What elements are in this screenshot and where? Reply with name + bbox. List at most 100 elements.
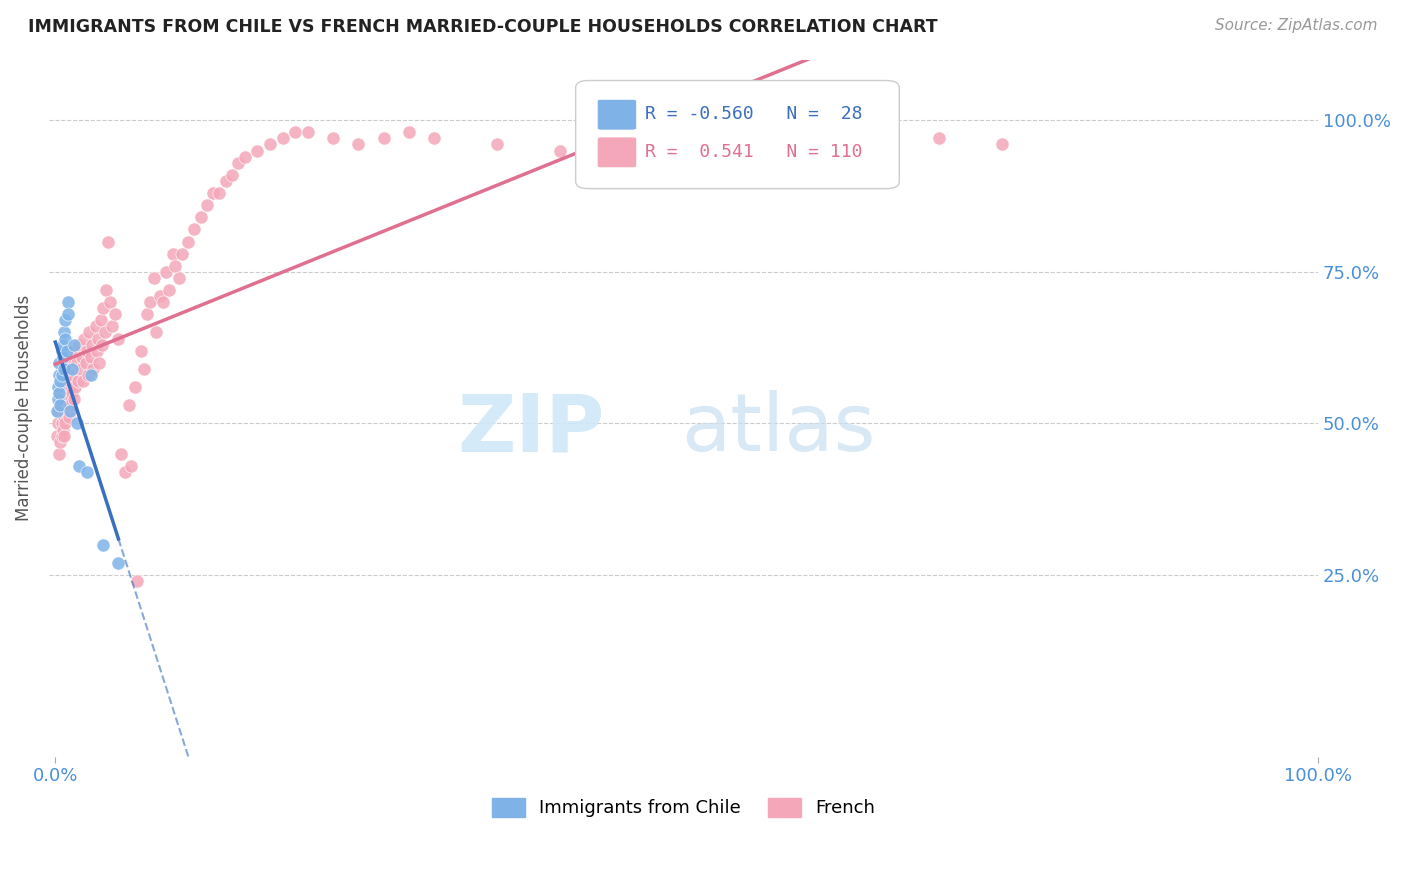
- Point: [77, 368, 100, 382]
- Point: [51, 417, 73, 431]
- Point: [398, 125, 420, 139]
- Point: [928, 131, 950, 145]
- Point: [259, 137, 281, 152]
- Point: [97, 235, 120, 249]
- Point: [63, 392, 86, 407]
- Point: [373, 131, 395, 145]
- Point: [76, 343, 98, 358]
- Point: [52, 337, 75, 351]
- Point: [49, 398, 72, 412]
- Point: [79, 350, 101, 364]
- Point: [46, 380, 69, 394]
- Point: [48, 386, 70, 401]
- Text: IMMIGRANTS FROM CHILE VS FRENCH MARRIED-COUPLE HOUSEHOLDS CORRELATION CHART: IMMIGRANTS FROM CHILE VS FRENCH MARRIED-…: [28, 18, 938, 36]
- Point: [80, 337, 103, 351]
- Point: [93, 326, 115, 340]
- Point: [801, 137, 824, 152]
- Point: [347, 137, 370, 152]
- Point: [73, 332, 96, 346]
- Text: ZIP: ZIP: [457, 390, 605, 468]
- Point: [56, 356, 79, 370]
- Point: [56, 392, 79, 407]
- Point: [613, 131, 636, 145]
- Point: [72, 374, 94, 388]
- Point: [46, 404, 69, 418]
- Point: [53, 380, 76, 394]
- Point: [45, 428, 67, 442]
- Point: [65, 380, 87, 394]
- Point: [55, 386, 77, 401]
- Point: [139, 295, 162, 310]
- Point: [59, 398, 82, 412]
- Point: [233, 150, 256, 164]
- Point: [60, 386, 83, 401]
- Point: [86, 343, 108, 358]
- Point: [76, 465, 98, 479]
- Point: [52, 404, 75, 418]
- Point: [152, 295, 174, 310]
- Point: [322, 131, 344, 145]
- Point: [91, 337, 114, 351]
- Point: [56, 307, 79, 321]
- Point: [90, 313, 112, 327]
- Point: [167, 271, 190, 285]
- Point: [675, 125, 697, 139]
- Point: [67, 337, 90, 351]
- Point: [69, 362, 91, 376]
- Point: [114, 465, 136, 479]
- Point: [107, 556, 129, 570]
- Point: [48, 356, 70, 370]
- Point: [46, 392, 69, 407]
- Point: [55, 404, 77, 418]
- Point: [120, 458, 142, 473]
- Point: [177, 235, 200, 249]
- Point: [104, 307, 127, 321]
- Point: [53, 362, 76, 376]
- Point: [70, 350, 93, 364]
- Point: [51, 386, 73, 401]
- Point: [284, 125, 307, 139]
- Point: [170, 246, 193, 260]
- Point: [48, 368, 70, 382]
- Point: [63, 343, 86, 358]
- Point: [155, 265, 177, 279]
- Point: [190, 211, 212, 225]
- Point: [79, 368, 101, 382]
- Point: [75, 356, 97, 370]
- Point: [62, 368, 84, 382]
- Point: [110, 447, 132, 461]
- Point: [55, 332, 77, 346]
- Point: [66, 356, 89, 370]
- Point: [89, 356, 111, 370]
- Point: [49, 434, 72, 449]
- Point: [162, 246, 184, 260]
- Point: [59, 374, 82, 388]
- Point: [52, 423, 75, 437]
- Point: [297, 125, 319, 139]
- Point: [271, 131, 294, 145]
- Point: [991, 137, 1014, 152]
- Text: atlas: atlas: [682, 390, 876, 468]
- Point: [136, 307, 159, 321]
- Point: [79, 326, 101, 340]
- Point: [423, 131, 446, 145]
- Point: [132, 362, 155, 376]
- Point: [87, 332, 110, 346]
- FancyBboxPatch shape: [598, 99, 637, 130]
- Point: [142, 271, 165, 285]
- Point: [865, 125, 887, 139]
- Point: [91, 538, 114, 552]
- Point: [550, 144, 572, 158]
- Point: [56, 295, 79, 310]
- Point: [157, 283, 180, 297]
- Point: [49, 374, 72, 388]
- Point: [63, 337, 86, 351]
- Point: [221, 168, 243, 182]
- Point: [145, 326, 167, 340]
- Point: [66, 374, 89, 388]
- Point: [228, 155, 250, 169]
- Point: [738, 131, 761, 145]
- Point: [52, 350, 75, 364]
- FancyBboxPatch shape: [598, 137, 637, 168]
- Point: [215, 174, 238, 188]
